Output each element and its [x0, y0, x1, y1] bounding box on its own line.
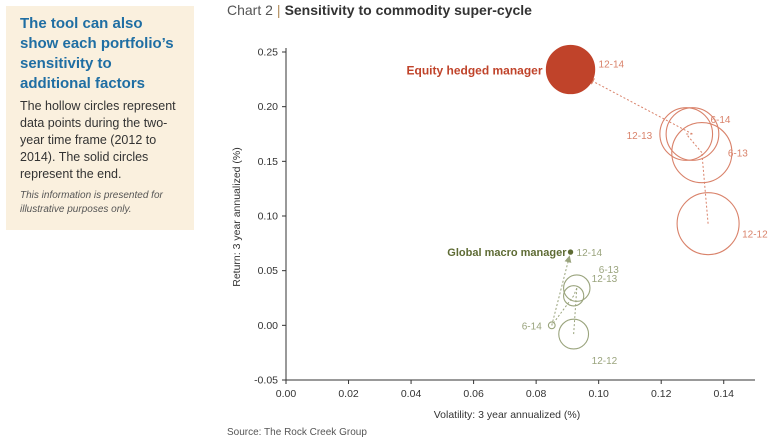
trajectory-arrows	[551, 78, 709, 335]
info-heading: The tool can also show each portfolio’s …	[20, 15, 174, 92]
point-label: 6-14	[522, 321, 542, 332]
period-point-marker	[563, 285, 585, 307]
end-point-marker	[545, 44, 596, 95]
info-disclaimer: This information is presented for illust…	[20, 190, 163, 215]
point-label: 12-14	[577, 248, 603, 259]
trajectory-segment	[701, 152, 709, 224]
x-tick-label: 0.10	[588, 388, 609, 400]
period-point-marker	[665, 107, 720, 161]
point-label: 12-14	[599, 59, 625, 70]
point-label: 6-13	[599, 265, 619, 276]
trajectory-segment	[573, 288, 578, 335]
period-point-marker	[563, 274, 591, 302]
trajectory-segment	[587, 78, 693, 135]
period-point-marker	[659, 107, 714, 161]
title-separator: |	[276, 2, 281, 18]
period-point-marker	[671, 121, 733, 184]
trajectory-segment	[685, 133, 703, 153]
end-point-marker	[567, 249, 574, 255]
y-tick-label: 0.05	[258, 265, 279, 277]
series-name-label: Global macro manager	[447, 247, 567, 259]
point-label: 6-13	[728, 149, 748, 160]
y-tick-label: 0.00	[258, 320, 279, 332]
point-label: 12-13	[592, 274, 618, 285]
period-point-marker	[676, 192, 740, 256]
chart-title-text: Sensitivity to commodity super-cycle	[284, 2, 532, 18]
x-tick-label: 0.04	[401, 388, 422, 400]
period-point-marker	[547, 321, 556, 330]
chart-axes: 0.00 0.02 0.04 0.06 0.08 0.10 0.12 0.14-0.050.0…	[254, 47, 755, 400]
x-tick-label: 0.06	[463, 388, 484, 400]
source-note: Source: The Rock Creek Group	[227, 427, 367, 438]
x-tick-label: 0.12	[651, 388, 672, 400]
series-name-label: Equity hedged manager	[406, 63, 542, 77]
chart-title: Chart 2 | Sensitivity to commodity super-c…	[227, 2, 532, 18]
x-tick-label: 0.08	[526, 388, 547, 400]
data-points	[545, 44, 740, 350]
point-labels: 12-12 12-13 6-14 6-13 12-14 Equity hedged man…	[406, 59, 768, 367]
point-label: 12-12	[592, 356, 618, 367]
x-tick-label: 0.14	[714, 388, 735, 400]
trajectory-segment	[551, 255, 572, 326]
y-tick-label: 0.25	[258, 47, 279, 59]
point-label: 12-13	[627, 131, 653, 142]
y-tick-label: -0.05	[254, 375, 278, 387]
y-tick-label: 0.15	[258, 156, 279, 168]
y-tick-label: 0.20	[258, 101, 279, 113]
point-label: 12-12	[742, 230, 768, 241]
info-panel: The tool can also show each portfolio’s …	[6, 6, 194, 230]
y-axis-label: Return: 3 year annualized (%)	[231, 147, 243, 287]
trajectory-segment	[573, 287, 578, 297]
x-tick-label: 0.02	[338, 388, 359, 400]
period-point-marker	[558, 318, 590, 350]
y-tick-label: 0.10	[258, 211, 279, 223]
chart-number: Chart 2	[227, 2, 273, 18]
x-axis-label: Volatility: 3 year annualized (%)	[434, 409, 581, 421]
point-label: 6-14	[710, 115, 730, 126]
info-body: The hollow circles represent data points…	[20, 99, 176, 181]
x-tick-label: 0.00	[276, 388, 297, 400]
